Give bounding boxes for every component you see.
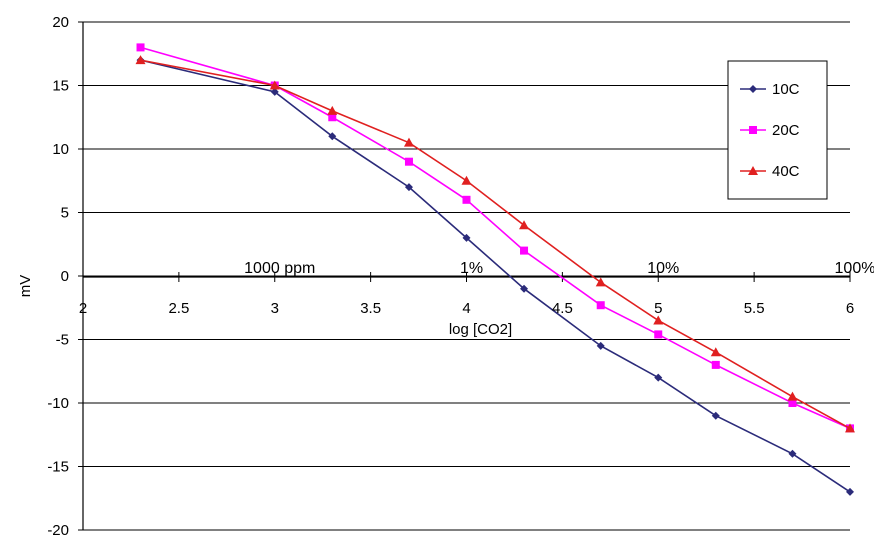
x-tick-label: 4.5	[552, 300, 573, 317]
data-point	[328, 113, 337, 122]
y-tick-label: 0	[61, 268, 69, 285]
labels: -20 -15 -10 -5 0 5 10 15 20 2 2.5 3 3.5 4 4.5 5 5.5 6 log …	[17, 14, 874, 538]
legend-item: 20C	[740, 122, 800, 139]
data-point	[711, 360, 720, 369]
data-point	[846, 487, 854, 496]
data-point	[403, 137, 414, 147]
x-tick-label: 5	[654, 300, 662, 317]
data-point	[654, 330, 663, 339]
data-point	[596, 301, 605, 310]
y-axis-title: mV	[17, 275, 34, 298]
data-point	[136, 43, 145, 52]
x-tick-label: 5.5	[744, 300, 765, 317]
data-point	[461, 175, 472, 185]
data-point	[845, 423, 855, 433]
x-tick-label: 6	[846, 300, 854, 317]
concentration-annotation: 1000 ppm	[244, 260, 315, 277]
data-point	[788, 449, 797, 458]
legend-label: 10C	[772, 81, 800, 98]
data-point	[787, 391, 798, 401]
data-point	[788, 399, 797, 407]
data-point	[462, 195, 471, 204]
y-tick-label: -5	[56, 332, 69, 349]
data-point	[711, 411, 720, 420]
concentration-annotation: 100%	[835, 260, 874, 277]
data-point	[135, 55, 146, 65]
series-40C	[135, 55, 855, 433]
x-axis-title: log [CO2]	[449, 321, 512, 338]
x-tick-label: 4	[462, 300, 470, 317]
concentration-annotation: 10%	[647, 260, 679, 277]
x-tick-label: 2.5	[168, 300, 189, 317]
legend-label: 20C	[772, 122, 800, 139]
series	[135, 43, 855, 496]
data-point	[269, 80, 280, 90]
data-point	[653, 315, 664, 325]
y-tick-label: -20	[47, 522, 69, 538]
series-20C	[136, 43, 854, 433]
y-tick-label: 5	[61, 205, 69, 222]
data-point	[595, 277, 606, 287]
data-point	[749, 126, 757, 134]
data-point	[596, 341, 605, 350]
x-tick-label: 2	[79, 300, 87, 317]
concentration-annotation: 1%	[460, 260, 483, 277]
legend-item: 10C	[740, 81, 800, 98]
x-tick-label: 3.5	[360, 300, 381, 317]
data-point	[327, 105, 338, 115]
y-tick-label: 10	[52, 141, 69, 158]
data-point	[462, 233, 471, 242]
data-point	[404, 183, 413, 192]
data-point	[749, 85, 757, 93]
y-tick-label: 15	[52, 78, 69, 95]
y-tick-label: -15	[47, 459, 69, 476]
data-point	[748, 166, 758, 175]
x-tick-label: 3	[271, 300, 279, 317]
data-point	[270, 87, 279, 96]
data-point	[520, 284, 529, 293]
data-point	[328, 132, 337, 141]
y-tick-label: -10	[47, 395, 69, 412]
axes	[78, 21, 851, 531]
data-point	[654, 373, 663, 382]
series-10C	[136, 56, 854, 496]
data-point	[519, 220, 530, 230]
data-point	[404, 157, 413, 166]
data-point	[710, 347, 721, 357]
legend: 10C 20C 40C	[727, 60, 828, 200]
data-point	[520, 246, 529, 255]
y-tick-label: 20	[52, 14, 69, 31]
legend-item: 40C	[740, 163, 800, 180]
legend-label: 40C	[772, 163, 800, 180]
